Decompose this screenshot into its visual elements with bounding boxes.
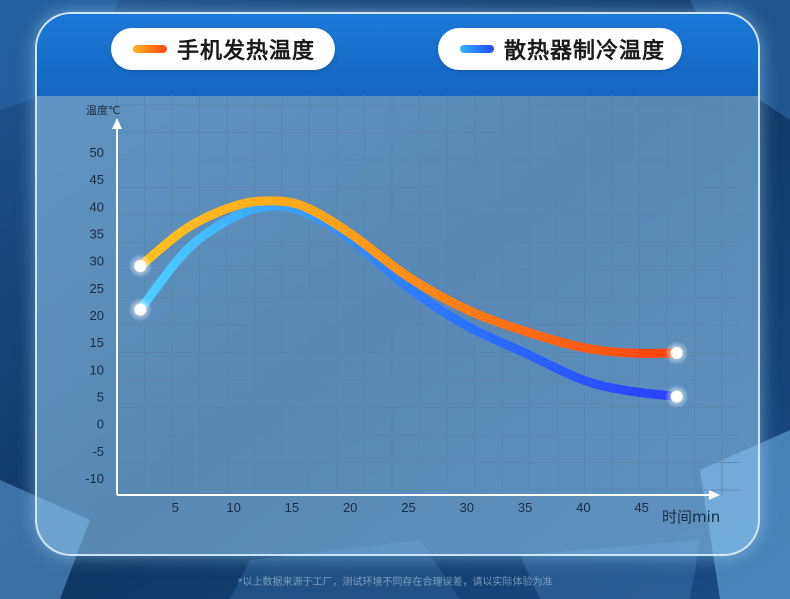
chart-series	[128, 196, 689, 409]
y-tick-label: 45	[90, 172, 104, 187]
y-tick-label: -5	[92, 444, 104, 459]
x-tick-label: 20	[343, 500, 357, 515]
y-axis-arrow	[112, 118, 122, 129]
phone-temp-swatch	[133, 45, 167, 53]
y-tick-label: 50	[90, 145, 104, 160]
x-axis-title: 时间min	[662, 508, 720, 526]
legend-item-phone-temp: 手机发热温度	[111, 28, 335, 70]
legend-item-cooler-temp: 散热器制冷温度	[438, 28, 682, 70]
x-tick-label: 10	[226, 500, 240, 515]
y-tick-label: 15	[90, 335, 104, 350]
y-tick-label: 5	[97, 390, 104, 405]
y-tick-label: 35	[90, 227, 104, 242]
y-axis-title: 温度℃	[86, 103, 120, 117]
x-tick-label: 45	[634, 500, 648, 515]
chart-axes	[112, 118, 720, 500]
series-endpoint-marker	[670, 390, 683, 403]
x-tick-label: 15	[285, 500, 299, 515]
chart-grid	[116, 95, 740, 495]
y-tick-label: 25	[90, 281, 104, 296]
series-endpoint-marker	[134, 260, 147, 273]
x-tick-label: 30	[460, 500, 474, 515]
x-axis-arrow	[709, 490, 720, 500]
y-tick-label: 30	[90, 254, 104, 269]
y-tick-label: 20	[90, 308, 104, 323]
y-tick-label: 0	[97, 417, 104, 432]
x-tick-label: 25	[401, 500, 415, 515]
y-tick-label: 10	[90, 362, 104, 377]
x-tick-label: 40	[576, 500, 590, 515]
x-tick-label: 35	[518, 500, 532, 515]
y-tick-label: 40	[90, 199, 104, 214]
footnote-disclaimer: *以上数据来源于工厂，测试环境不同存在合理误差，请以实际体验为准	[237, 577, 553, 588]
series-line-phone-temp	[135, 196, 682, 358]
series-endpoint-marker	[134, 303, 147, 316]
legend-label-cooler-temp: 散热器制冷温度	[504, 39, 666, 64]
series-endpoint-marker	[670, 347, 683, 360]
cooler-temp-swatch	[460, 45, 494, 53]
y-tick-label: -10	[85, 471, 104, 486]
series-line-cooler-temp	[135, 201, 682, 401]
x-tick-label: 5	[172, 500, 179, 515]
legend-label-phone-temp: 手机发热温度	[177, 39, 316, 64]
